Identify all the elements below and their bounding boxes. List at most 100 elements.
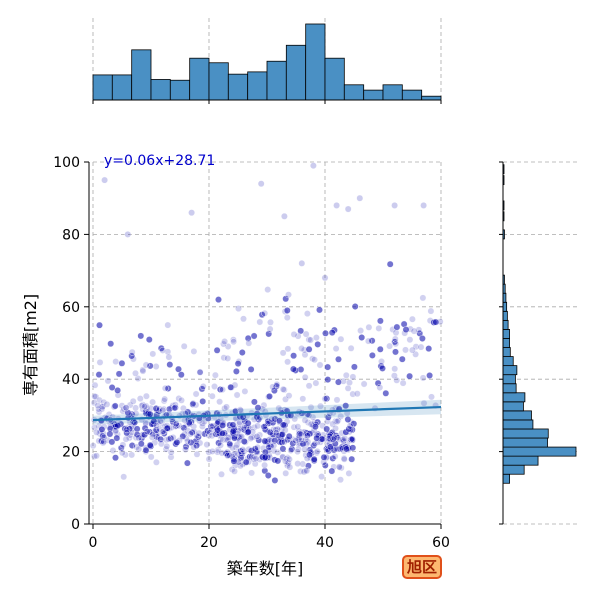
scatter-point [279, 445, 287, 453]
scatter-point [375, 324, 383, 332]
scatter-point [104, 377, 112, 385]
scatter-point [304, 432, 311, 440]
scatter-point [350, 363, 358, 371]
scatter-point [250, 332, 258, 340]
x-hist-bar [305, 23, 326, 101]
scatter-point [250, 423, 258, 431]
scatter-point [328, 329, 336, 336]
scatter-point [290, 330, 298, 338]
scatter-point [209, 422, 217, 430]
scatter-point [142, 446, 150, 454]
scatter-point [248, 433, 256, 441]
scatter-point [376, 345, 384, 353]
scatter-point [224, 452, 231, 460]
scatter-point [237, 454, 245, 462]
scatter-point [382, 389, 390, 397]
scatter-point [139, 401, 147, 409]
scatter-point [219, 386, 226, 393]
scatter-point [205, 455, 213, 463]
y-hist-bar [502, 347, 511, 357]
y-hist-bar [502, 428, 549, 439]
scatter-point [164, 385, 172, 392]
scatter-point [386, 260, 394, 268]
scatter-point [337, 335, 345, 343]
scatter-point [244, 334, 252, 342]
scatter-points [89, 162, 444, 484]
scatter-point [376, 384, 384, 391]
scatter-point [333, 202, 340, 209]
scatter-point [224, 354, 232, 362]
x-hist-bar [208, 62, 229, 101]
scatter-point [244, 419, 252, 427]
scatter-point [294, 332, 302, 340]
scatter-point [298, 259, 306, 267]
scatter-point [418, 335, 426, 342]
scatter-point [244, 428, 252, 436]
scatter-point [133, 443, 141, 451]
scatter-point [167, 453, 175, 461]
scatter-point [161, 384, 169, 392]
scatter-point [167, 448, 175, 456]
scatter-point [357, 327, 364, 334]
scatter-point [250, 453, 258, 461]
scatter-point [299, 395, 307, 403]
scatter-point [365, 323, 373, 331]
scatter-point [170, 404, 178, 412]
scatter-point [412, 343, 420, 351]
y-hist-bar [502, 410, 532, 421]
scatter-point [349, 373, 357, 381]
scatter-point [368, 351, 376, 359]
scatter-point [221, 338, 229, 345]
x-marginal-histogram [92, 23, 442, 104]
scatter-point [241, 387, 249, 395]
scatter-point [309, 355, 316, 363]
scatter-point [218, 449, 226, 457]
scatter-point [120, 473, 128, 481]
scatter-point [392, 340, 400, 348]
scatter-point [180, 342, 188, 350]
scatter-point [344, 384, 352, 392]
scatter-point [101, 176, 109, 184]
scatter-point [337, 464, 345, 472]
scatter-point [284, 345, 292, 353]
scatter-point [334, 417, 342, 424]
scatter-point [264, 286, 272, 293]
scatter-point [419, 374, 427, 382]
scatter-point [149, 398, 157, 406]
scatter-point [128, 451, 136, 459]
scatter-point [289, 365, 297, 373]
scatter-point [161, 395, 169, 403]
scatter-point [163, 424, 171, 432]
scatter-point [311, 423, 319, 431]
scatter-point [183, 459, 191, 467]
scatter-point [300, 468, 308, 476]
scatter-point [282, 395, 289, 403]
scatter-point [242, 458, 250, 466]
y-tick-label: 40 [62, 372, 80, 388]
scatter-point [272, 429, 280, 437]
scatter-point [193, 450, 201, 458]
scatter-point [109, 447, 117, 454]
scatter-point [428, 393, 435, 401]
scatter-point [94, 402, 102, 410]
scatter-point [351, 303, 359, 310]
scatter-point [432, 318, 440, 326]
scatter-point [392, 348, 399, 356]
scatter-point [129, 397, 137, 405]
scatter-point [184, 437, 192, 445]
scatter-point [252, 455, 260, 462]
scatter-point [348, 435, 356, 443]
scatter-point [254, 404, 262, 412]
scatter-point [248, 469, 256, 477]
y-hist-bar [502, 356, 514, 367]
scatter-point [402, 326, 410, 333]
scatter-point [317, 402, 324, 410]
scatter-point [326, 443, 334, 451]
scatter-point [344, 416, 352, 423]
scatter-point [239, 446, 247, 453]
scatter-point [169, 434, 177, 441]
scatter-point [112, 358, 120, 365]
scatter-point [195, 429, 203, 437]
scatter-point [269, 383, 277, 391]
scatter-point [182, 443, 190, 450]
